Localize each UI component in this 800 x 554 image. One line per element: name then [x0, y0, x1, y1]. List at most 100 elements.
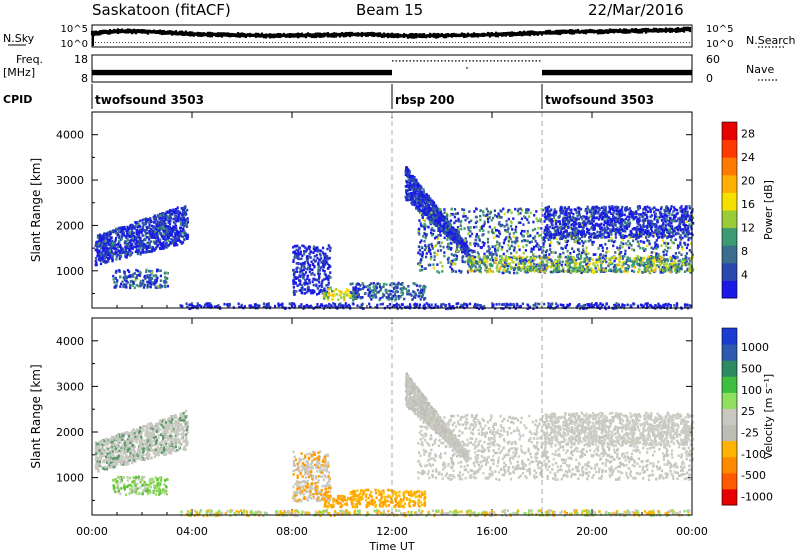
power-cell: [99, 244, 102, 248]
power-cell: [465, 254, 468, 258]
power-cell: [344, 290, 347, 294]
power-cell: [306, 267, 309, 271]
power-cell: [158, 220, 162, 224]
power-cell: [656, 258, 660, 262]
power-cell: [525, 243, 528, 247]
power-cell: [121, 280, 124, 284]
power-cell: [182, 217, 185, 221]
power-cell: [482, 213, 485, 217]
power-cell: [124, 246, 127, 250]
power-cell: [669, 258, 673, 262]
power-cell: [557, 263, 561, 267]
power-cell: [123, 225, 126, 229]
power-cell: [142, 242, 145, 246]
power-cell: [352, 292, 355, 296]
cpid-label: rbsp 200: [395, 93, 454, 107]
power-cell: [182, 212, 186, 216]
power-cell: [171, 239, 174, 242]
power-cell: [415, 178, 418, 182]
power-cell: [142, 280, 145, 284]
power-cell: [325, 284, 328, 287]
power-cell: [674, 270, 678, 273]
power-cell: [109, 245, 112, 248]
power-cell: [312, 277, 315, 281]
power-cell: [423, 209, 427, 212]
power-cell: [606, 250, 609, 253]
power-cell: [573, 267, 576, 271]
power-cell: [577, 238, 580, 242]
power-cell: [527, 208, 530, 212]
power-cell: [443, 251, 446, 254]
power-cell: [421, 293, 424, 297]
power-cell: [133, 272, 136, 275]
power-cell: [154, 281, 157, 285]
power-cell: [523, 263, 526, 267]
power-cell: [164, 245, 167, 248]
power-cell: [621, 257, 624, 261]
power-cell: [416, 288, 419, 292]
power-cell: [620, 207, 623, 211]
power-cell: [548, 253, 551, 256]
power-cell: [501, 223, 504, 227]
power-cell: [173, 242, 176, 246]
power-cell: [155, 279, 158, 282]
power-cell: [145, 275, 148, 278]
power-cell: [516, 209, 520, 213]
power-cell: [139, 252, 142, 256]
power-cell: [507, 256, 510, 259]
power-cell: [691, 207, 694, 211]
power-cell: [292, 270, 296, 274]
freq-label: Freq.: [16, 53, 44, 66]
power-cell: [410, 294, 413, 297]
power-cell: [621, 255, 624, 258]
power-cell: [512, 255, 515, 258]
power-cell: [620, 241, 623, 244]
power-cell: [156, 234, 159, 238]
power-cell: [613, 265, 616, 269]
power-cell: [322, 263, 325, 267]
power-cell: [513, 240, 516, 244]
power-cell: [307, 263, 310, 266]
power-cell: [129, 286, 132, 290]
power-cell: [132, 245, 135, 248]
power-cell: [476, 262, 479, 265]
power-cell: [118, 251, 122, 254]
power-cell: [149, 279, 152, 283]
power-cell: [581, 268, 584, 271]
power-cell: [183, 234, 186, 238]
power-cell: [100, 237, 103, 241]
power-cell: [424, 200, 428, 204]
power-cell: [339, 293, 342, 297]
power-cell: [355, 295, 358, 299]
power-cell: [471, 232, 474, 236]
power-cell: [597, 256, 601, 259]
power-cell: [120, 229, 123, 232]
power-cell: [96, 240, 99, 244]
power-cell: [147, 238, 151, 241]
power-cell: [568, 261, 571, 265]
power-cell: [524, 262, 527, 265]
power-cell: [153, 249, 156, 252]
power-cell: [557, 261, 560, 265]
power-cell: [430, 200, 433, 204]
freq-band: [542, 69, 692, 76]
power-cell: [603, 227, 606, 230]
power-cell: [444, 217, 447, 221]
power-cell: [451, 230, 454, 234]
power-cell: [138, 225, 141, 228]
power-cell: [378, 298, 381, 302]
power-cell: [167, 227, 170, 231]
power-cell: [315, 246, 318, 250]
power-cell: [457, 234, 461, 237]
power-cell: [136, 274, 139, 277]
power-cell: [113, 245, 116, 248]
power-cell: [177, 236, 180, 240]
power-cell: [495, 229, 499, 232]
power-cell: [167, 239, 170, 242]
power-cell: [573, 227, 576, 231]
power-cell: [309, 264, 312, 267]
power-cell: [590, 226, 593, 229]
power-cell: [150, 230, 153, 233]
power-cell: [691, 216, 695, 220]
power-cell: [533, 270, 536, 273]
